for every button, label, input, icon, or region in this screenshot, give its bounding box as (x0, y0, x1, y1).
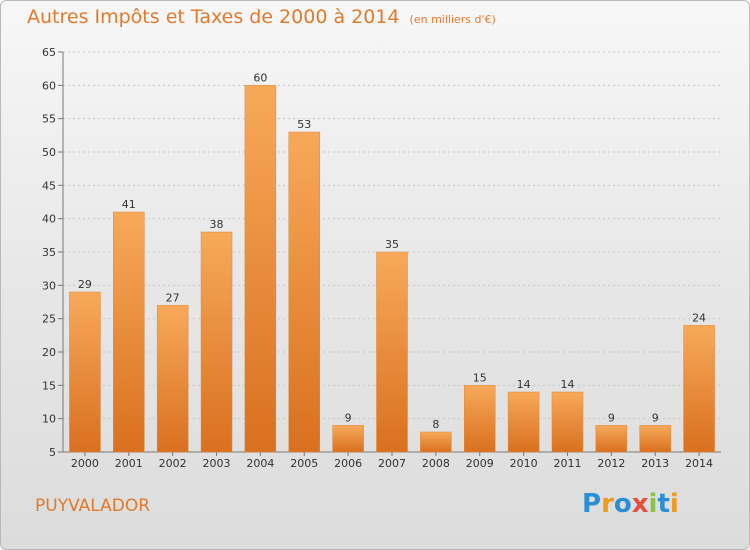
bar-2010 (507, 391, 540, 453)
data-label-2006: 9 (345, 411, 352, 424)
y-tick-label: 5 (49, 446, 56, 459)
x-tick-label-2005: 2005 (290, 457, 318, 470)
bar-2005 (288, 131, 321, 453)
chart-subtitle: (en milliers d'€) (409, 13, 496, 26)
bar-2009 (463, 385, 496, 453)
chart-title-text: Autres Impôts et Taxes de 2000 à 2014 (27, 6, 400, 28)
bar-2003 (200, 231, 233, 453)
x-tick-label-2007: 2007 (378, 457, 406, 470)
x-tick-label-2014: 2014 (685, 457, 713, 470)
bar-2007 (376, 251, 408, 453)
x-tick-label-2003: 2003 (203, 457, 231, 470)
data-label-2011: 14 (560, 378, 574, 391)
data-label-2001: 41 (122, 198, 136, 211)
x-tick-label-2008: 2008 (422, 457, 450, 470)
x-tick-label-2000: 2000 (71, 457, 99, 470)
bar-2001 (113, 211, 145, 453)
y-tick-label: 25 (42, 313, 56, 326)
x-tick-label-2009: 2009 (466, 457, 494, 470)
x-tick-label-2013: 2013 (641, 457, 669, 470)
y-tick-label: 60 (42, 79, 56, 92)
data-label-2002: 27 (166, 291, 180, 304)
data-label-2010: 14 (517, 378, 531, 391)
bar-2000 (69, 291, 101, 453)
data-label-2003: 38 (210, 218, 224, 231)
data-label-2005: 53 (297, 118, 311, 131)
y-tick-label: 35 (42, 246, 56, 259)
y-tick-label: 15 (42, 379, 56, 392)
y-tick-label: 10 (42, 413, 56, 426)
x-tick-label-2002: 2002 (159, 457, 187, 470)
bar-2002 (156, 305, 189, 453)
bar-2013 (639, 425, 671, 453)
bar-2006 (332, 425, 364, 453)
y-tick-label: 45 (42, 179, 56, 192)
y-tick-label: 20 (42, 346, 56, 359)
data-label-2007: 35 (385, 238, 399, 251)
x-tick-label-2006: 2006 (334, 457, 362, 470)
bars (69, 85, 715, 453)
data-label-2000: 29 (78, 278, 92, 291)
y-tick-label: 55 (42, 113, 56, 126)
chart-title: Autres Impôts et Taxes de 2000 à 2014 (e… (27, 6, 496, 28)
y-tick-label: 65 (42, 46, 56, 59)
data-label-2008: 8 (432, 418, 439, 431)
bar-2014 (683, 325, 715, 453)
bar-2012 (595, 425, 628, 453)
data-label-2012: 9 (608, 411, 615, 424)
data-label-2004: 60 (253, 71, 267, 84)
x-tick-label-2010: 2010 (510, 457, 538, 470)
data-label-2014: 24 (692, 311, 706, 324)
x-tick-label-2004: 2004 (246, 457, 274, 470)
data-label-2013: 9 (652, 411, 659, 424)
data-labels: 29 41 27 38 60 53 9 35 8 15 14 14 9 9 24 (78, 71, 706, 431)
y-tick-label: 40 (42, 213, 56, 226)
bar-2004 (244, 85, 277, 453)
x-tick-label-2011: 2011 (553, 457, 581, 470)
bar-2011 (551, 391, 584, 453)
town-name: PUYVALADOR (35, 496, 151, 516)
x-tick-label-2001: 2001 (115, 457, 143, 470)
proxiti-logo: Proxiti (582, 489, 679, 519)
y-tick-label: 30 (42, 279, 56, 292)
bar-2008 (420, 431, 452, 453)
data-label-2009: 15 (473, 371, 487, 384)
x-tick-label-2012: 2012 (597, 457, 625, 470)
y-tick-label: 50 (42, 146, 56, 159)
